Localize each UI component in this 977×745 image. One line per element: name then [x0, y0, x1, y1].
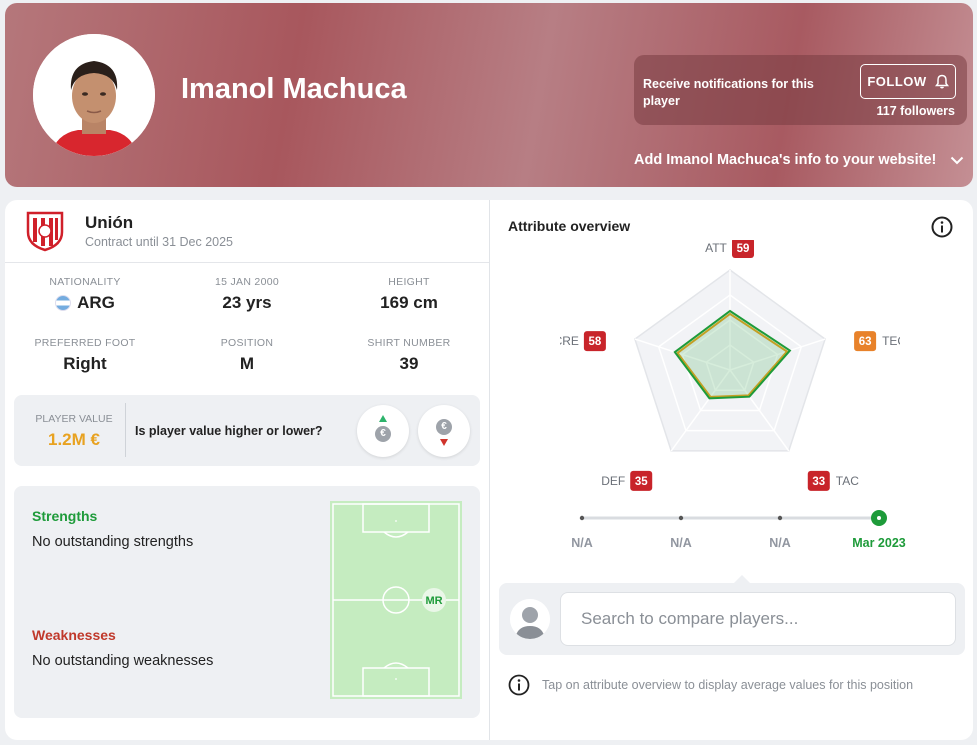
player-value-amount: 1.2M € — [48, 430, 100, 449]
player-header: Imanol Machuca Receive notifications for… — [5, 3, 973, 187]
bell-icon — [934, 74, 949, 89]
notification-text: Receive notifications for this player — [643, 77, 814, 108]
attribute-key: TEC — [882, 334, 900, 348]
attribute-key: DEF — [601, 474, 625, 488]
club-logo-icon[interactable] — [25, 210, 65, 252]
strengths-text: No outstanding strengths — [32, 534, 194, 550]
player-value-question: Is player value higher or lower? — [135, 424, 323, 438]
timeline-point[interactable] — [579, 515, 585, 521]
radar-label-tec: TEC 63 — [854, 331, 900, 352]
radar-label-att: ATT 59 — [705, 240, 754, 258]
arrow-down-icon — [440, 439, 448, 446]
follow-label: FOLLOW — [867, 74, 927, 89]
stat-position: POSITION M — [167, 337, 327, 374]
divider — [5, 262, 489, 263]
divider — [125, 403, 126, 457]
embed-text: Add Imanol Machuca's info to your websit… — [634, 152, 937, 168]
argentina-flag-icon — [55, 295, 72, 311]
player-name: Imanol Machuca — [181, 73, 407, 105]
attribute-value: 58 — [588, 336, 601, 348]
weaknesses-text: No outstanding weaknesses — [32, 653, 214, 669]
radar-label-cre: CRE 58 — [560, 331, 606, 352]
chevron-down-icon — [951, 156, 964, 164]
info-icon — [508, 674, 530, 696]
stat-shirt-number: SHIRT NUMBER 39 — [329, 337, 489, 374]
euro-coin-icon: € — [436, 419, 452, 435]
stat-preferred-foot: PREFERRED FOOT Right — [5, 337, 165, 374]
weaknesses-title: Weaknesses — [32, 627, 116, 643]
timeline-label: N/A — [769, 536, 791, 550]
stat-value: 169 cm — [380, 293, 438, 312]
notification-panel: Receive notifications for this player FO… — [634, 55, 967, 125]
attribute-value: 59 — [737, 243, 750, 255]
stat-value: ARG — [77, 293, 115, 312]
contract-info: Contract until 31 Dec 2025 — [85, 235, 234, 249]
info-icon[interactable] — [931, 216, 953, 238]
attribute-overview-title: Attribute overview — [508, 218, 631, 234]
attribute-value: 63 — [859, 336, 872, 348]
notch — [734, 575, 750, 583]
panel-divider — [489, 200, 490, 740]
follow-button[interactable]: FOLLOW — [860, 64, 956, 99]
attribute-key: TAC — [836, 474, 859, 488]
compare-search-input[interactable] — [560, 592, 956, 646]
arrow-up-icon — [379, 415, 387, 422]
attribute-overview-panel: Attribute overview ATT 59 TEC 63 TAC 33 DEF 35 C… — [490, 200, 973, 740]
radar-player-shape — [673, 309, 792, 400]
attribute-timeline — [579, 510, 887, 526]
followers-count: 117 followers — [876, 104, 955, 118]
stat-value: M — [239, 354, 255, 373]
timeline-label: N/A — [670, 536, 692, 550]
attribute-key: ATT — [705, 241, 727, 255]
stat-value: 23 yrs — [222, 293, 272, 312]
attribute-hint: Tap on attribute overview to display ave… — [508, 674, 913, 696]
radar-label-tac: TAC 33 — [807, 470, 859, 491]
vote-higher-button[interactable]: € — [357, 405, 409, 457]
hint-text: Tap on attribute overview to display ave… — [542, 678, 914, 692]
stat-label: HEIGHT — [388, 276, 430, 288]
strengths-title: Strengths — [32, 508, 98, 524]
attribute-value: 33 — [812, 476, 825, 488]
embed-widget-toggle[interactable]: Add Imanol Machuca's info to your websit… — [634, 152, 964, 168]
stat-label: POSITION — [220, 337, 274, 349]
club-name[interactable]: Unión — [85, 213, 134, 232]
stat-age: 15 JAN 2000 23 yrs — [167, 276, 327, 313]
player-info-panel: Unión Contract until 31 Dec 2025 NATIONA… — [5, 200, 489, 740]
stat-value: Right — [63, 354, 107, 373]
attribute-value: 35 — [635, 476, 648, 488]
attribute-key: CRE — [560, 334, 579, 348]
stat-height: HEIGHT 169 cm — [329, 276, 489, 313]
compare-players-box — [499, 575, 965, 655]
stat-label: PREFERRED FOOT — [34, 337, 136, 349]
stat-label: 15 JAN 2000 — [214, 276, 279, 288]
placeholder-avatar-icon — [510, 599, 550, 639]
stat-nationality: NATIONALITY ARG — [5, 276, 165, 313]
vote-lower-button[interactable]: € — [418, 405, 470, 457]
timeline-label-current: Mar 2023 — [852, 536, 906, 550]
stat-label: SHIRT NUMBER — [367, 337, 451, 349]
timeline-point[interactable] — [678, 515, 684, 521]
position-pitch-map: MR — [330, 501, 462, 699]
timeline-point[interactable] — [777, 515, 783, 521]
timeline-label: N/A — [571, 536, 593, 550]
stat-label: NATIONALITY — [49, 276, 121, 288]
radar-average-shape — [676, 312, 789, 398]
radar-label-def: DEF 35 — [601, 470, 653, 491]
player-value-label: PLAYER VALUE — [35, 413, 113, 425]
stat-value: 39 — [399, 354, 419, 373]
player-value-box: PLAYER VALUE 1.2M € Is player value high… — [14, 395, 480, 466]
strengths-weaknesses-box: Strengths No outstanding strengths Weakn… — [14, 486, 480, 718]
attribute-radar-chart[interactable]: ATT 59 TEC 63 TAC 33 DEF 35 CRE 58 — [560, 240, 900, 500]
position-marker: MR — [425, 595, 442, 607]
euro-coin-icon: € — [375, 426, 391, 442]
player-avatar — [33, 34, 155, 156]
